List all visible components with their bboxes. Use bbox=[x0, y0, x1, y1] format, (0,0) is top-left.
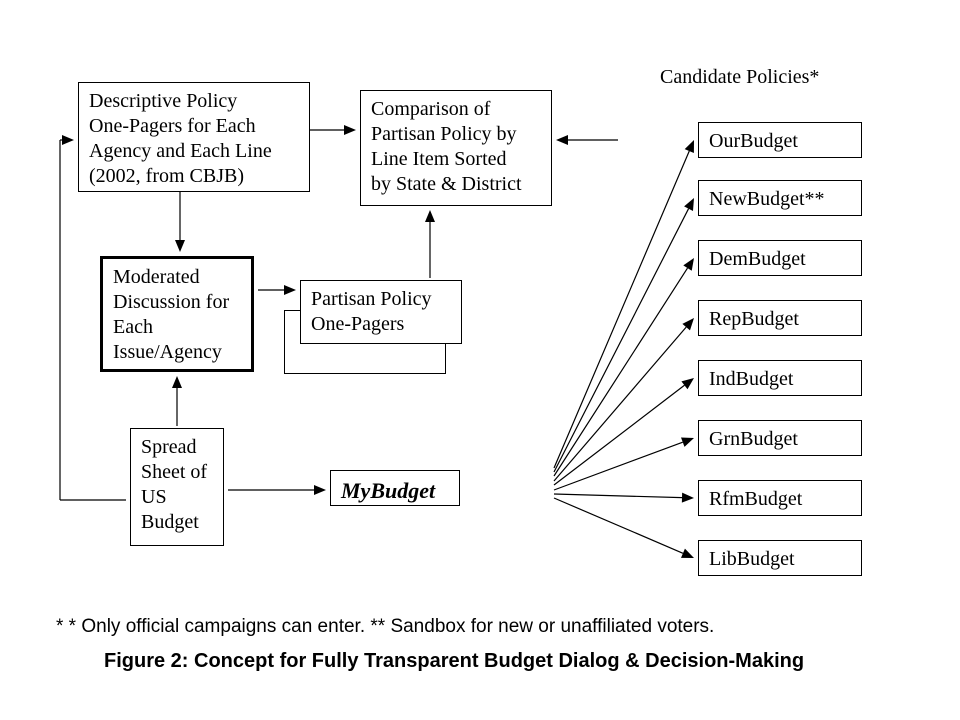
node-newbudget: NewBudget** bbox=[698, 180, 862, 216]
node-moderated-discussion: ModeratedDiscussion forEachIssue/Agency bbox=[100, 256, 254, 372]
figure-caption: Figure 2: Concept for Fully Transparent … bbox=[104, 650, 804, 673]
node-repbudget: RepBudget bbox=[698, 300, 862, 336]
diagram-stage: Descriptive PolicyOne-Pagers for EachAge… bbox=[0, 0, 960, 720]
node-dembudget: DemBudget bbox=[698, 240, 862, 276]
mybudget-label: MyBudget bbox=[341, 478, 435, 503]
node-partisan-one-pagers: Partisan PolicyOne-Pagers bbox=[300, 280, 462, 344]
node-rfmbudget: RfmBudget bbox=[698, 480, 862, 516]
node-mybudget: MyBudget bbox=[330, 470, 460, 506]
node-libbudget: LibBudget bbox=[698, 540, 862, 576]
node-ourbudget: OurBudget bbox=[698, 122, 862, 158]
node-descriptive-policy: Descriptive PolicyOne-Pagers for EachAge… bbox=[78, 82, 310, 192]
footnote-text: * * Only official campaigns can enter. *… bbox=[56, 616, 714, 638]
candidate-policies-header: Candidate Policies* bbox=[660, 66, 819, 89]
node-spreadsheet-us-budget: SpreadSheet ofUSBudget bbox=[130, 428, 224, 546]
node-comparison-partisan-policy: Comparison ofPartisan Policy byLine Item… bbox=[360, 90, 552, 206]
node-grnbudget: GrnBudget bbox=[698, 420, 862, 456]
node-indbudget: IndBudget bbox=[698, 360, 862, 396]
